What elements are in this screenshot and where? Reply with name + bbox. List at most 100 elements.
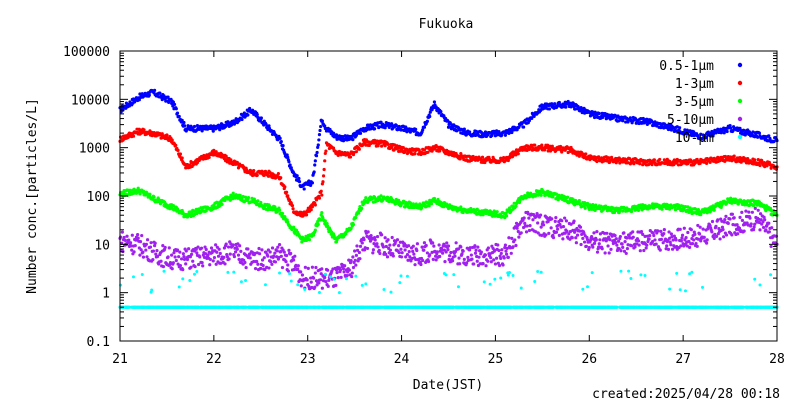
data-point <box>747 210 751 214</box>
data-point <box>391 254 395 258</box>
data-point <box>280 211 285 216</box>
data-point <box>197 262 201 267</box>
data-point <box>422 248 426 252</box>
data-point <box>637 243 641 247</box>
data-point <box>275 249 279 253</box>
data-point <box>399 255 404 259</box>
data-point <box>437 243 441 247</box>
data-point <box>118 235 123 239</box>
data-point <box>326 268 330 272</box>
data-point <box>477 255 481 259</box>
data-point <box>527 228 532 233</box>
data-point <box>595 229 599 234</box>
data-point <box>572 219 576 223</box>
data-point <box>687 245 692 249</box>
data-point <box>200 261 204 265</box>
data-point <box>415 242 420 246</box>
data-point <box>347 268 351 272</box>
data-point <box>680 233 685 237</box>
data-point <box>499 251 503 256</box>
data-point <box>320 193 324 197</box>
data-point <box>358 131 363 135</box>
data-point <box>140 233 144 238</box>
data-point <box>337 291 341 295</box>
data-point <box>282 250 286 254</box>
data-point <box>615 243 619 247</box>
data-point <box>441 251 445 255</box>
data-point <box>127 238 131 242</box>
data-point <box>273 251 277 255</box>
data-point <box>302 187 306 191</box>
data-point <box>193 265 197 269</box>
data-point <box>700 136 705 140</box>
data-point <box>315 150 319 155</box>
data-point <box>277 208 282 212</box>
data-point <box>603 251 607 255</box>
data-point <box>184 262 188 266</box>
data-point <box>357 147 361 151</box>
data-point <box>313 228 317 232</box>
data-point <box>613 233 617 238</box>
data-point <box>317 281 321 285</box>
data-point <box>172 102 177 107</box>
data-point <box>414 127 418 131</box>
data-point <box>422 241 427 245</box>
data-point <box>358 257 362 261</box>
data-point <box>320 119 324 123</box>
data-point <box>335 271 339 275</box>
data-point <box>259 116 263 120</box>
data-point <box>326 284 330 288</box>
data-point <box>501 263 505 267</box>
data-point <box>528 223 532 228</box>
data-point <box>694 241 698 246</box>
data-point <box>560 219 564 223</box>
data-point <box>738 215 742 219</box>
data-point <box>453 254 457 258</box>
data-point <box>625 247 630 251</box>
series-3 <box>118 206 779 291</box>
data-point <box>724 233 729 237</box>
data-point <box>563 216 567 220</box>
data-point <box>377 125 381 129</box>
data-point <box>510 236 514 240</box>
data-point <box>144 242 148 246</box>
data-point <box>415 248 419 253</box>
data-point <box>211 259 215 263</box>
data-point <box>246 113 250 117</box>
data-point <box>321 174 326 178</box>
data-point <box>413 152 417 156</box>
data-point <box>144 248 148 252</box>
data-point <box>376 245 380 249</box>
data-point <box>642 248 646 253</box>
data-point <box>582 240 587 244</box>
data-point <box>756 135 760 139</box>
data-point <box>605 231 609 235</box>
data-point <box>556 227 560 231</box>
data-point <box>662 232 666 236</box>
data-point <box>679 244 683 248</box>
data-point <box>763 218 767 222</box>
data-point <box>553 102 557 106</box>
data-point <box>284 259 288 264</box>
data-point <box>319 189 323 193</box>
data-point <box>141 250 145 254</box>
data-point <box>462 257 466 261</box>
data-point <box>473 251 478 255</box>
data-point <box>321 180 325 184</box>
data-point <box>270 246 275 250</box>
data-point <box>705 241 709 245</box>
data-point <box>757 131 762 135</box>
data-point <box>309 208 313 212</box>
data-point <box>263 283 267 287</box>
data-point <box>323 219 327 223</box>
data-point <box>475 259 479 263</box>
data-point <box>469 253 473 257</box>
data-point <box>373 238 377 242</box>
data-point <box>248 256 252 260</box>
data-point <box>652 158 656 162</box>
data-point <box>208 257 212 261</box>
data-point <box>314 265 318 270</box>
data-point <box>656 229 660 233</box>
data-point <box>138 240 143 244</box>
